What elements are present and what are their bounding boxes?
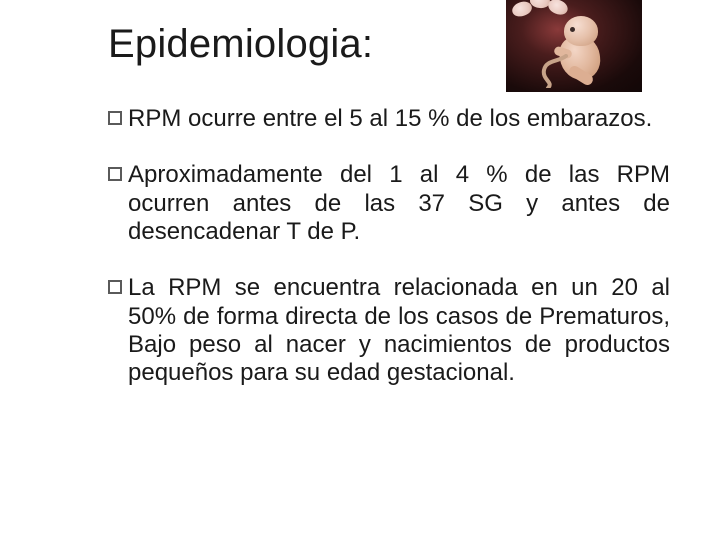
- bullet-marker-icon: [108, 167, 122, 181]
- umbilical-cord: [536, 54, 576, 88]
- list-item: La RPM se encuentra relacionada en un 20…: [108, 274, 670, 387]
- embryo-image: [506, 0, 642, 92]
- slide: Epidemiologia: RPM ocurre entre el 5 al …: [0, 0, 720, 540]
- list-item: RPM ocurre entre el 5 al 15 % de los emb…: [108, 105, 670, 133]
- bullet-text: La RPM se encuentra relacionada en un 20…: [128, 274, 670, 387]
- bullet-marker-icon: [108, 111, 122, 125]
- list-item: Aproximadamente del 1 al 4 % de las RPM …: [108, 161, 670, 246]
- bullet-list: RPM ocurre entre el 5 al 15 % de los emb…: [108, 105, 670, 388]
- bullet-text: RPM ocurre entre el 5 al 15 % de los emb…: [128, 105, 670, 133]
- bullet-text: Aproximadamente del 1 al 4 % de las RPM …: [128, 161, 670, 246]
- bullet-marker-icon: [108, 280, 122, 294]
